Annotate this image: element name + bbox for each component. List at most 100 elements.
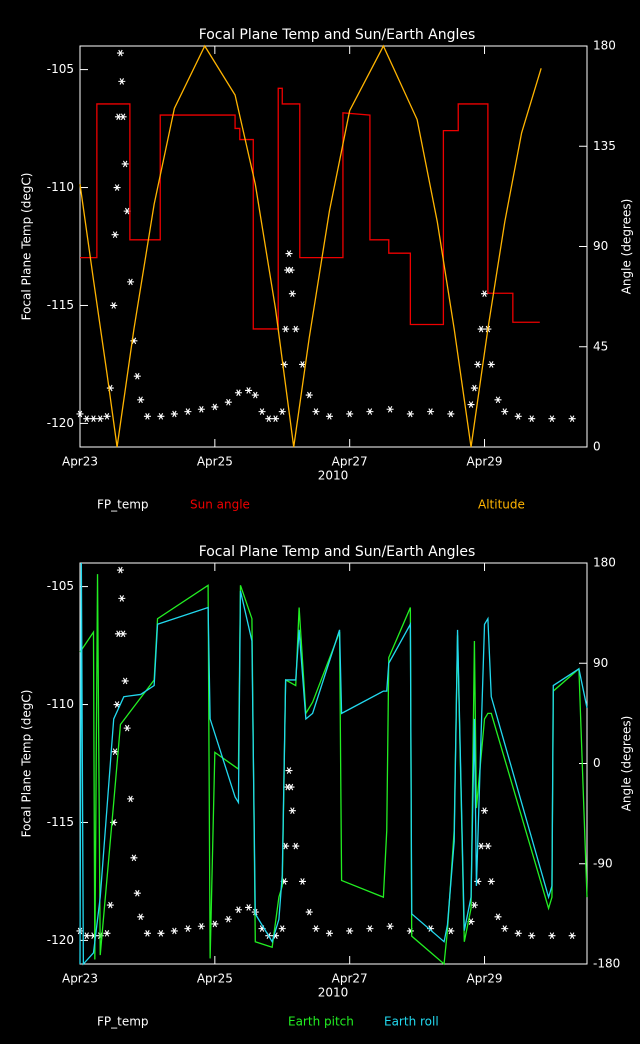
- y-tick-label: -110: [47, 180, 74, 194]
- fp-temp-point: [287, 783, 295, 791]
- fp-temp-point: [170, 927, 178, 935]
- fp-temp-point: [481, 807, 489, 814]
- fp-temp-point: [133, 372, 141, 380]
- fp-temp-point: [528, 415, 536, 423]
- fp-temp-point: [346, 410, 354, 418]
- y2-tick-label: 90: [593, 656, 608, 670]
- fp-temp-point: [288, 290, 296, 297]
- y2-tick-label: 0: [593, 440, 601, 454]
- fp-temp-point: [234, 906, 242, 914]
- fp-temp-point: [89, 415, 97, 423]
- fp-temp-point: [197, 922, 205, 930]
- fp-temp-point: [427, 408, 435, 415]
- fp-temp-point: [133, 889, 141, 897]
- fp-temp-point: [224, 398, 232, 406]
- x-tick-label: Apr25: [197, 455, 233, 469]
- fp-temp-point: [494, 913, 502, 921]
- fp-temp-point: [245, 904, 253, 911]
- fp-temp-point: [137, 396, 145, 404]
- fp-temp-point: [184, 408, 192, 415]
- series-line: [80, 87, 540, 330]
- legend-entry: Earth roll: [384, 1015, 439, 1029]
- fp-temp-point: [548, 932, 556, 940]
- fp-temp-point: [287, 266, 295, 274]
- fp-temp-point: [366, 408, 374, 415]
- fp-temp-point: [470, 901, 478, 909]
- x-tick-label: Apr29: [467, 455, 503, 469]
- fp-temp-point: [245, 387, 253, 394]
- fp-temp-point: [528, 932, 536, 940]
- y2-axis-label: Angle (degrees): [620, 716, 634, 812]
- legend-entry: Sun angle: [190, 498, 250, 512]
- fp-temp-point: [76, 410, 84, 418]
- fp-temp-point: [111, 748, 119, 756]
- fp-temp-point: [116, 49, 124, 57]
- fp-temp-point: [346, 927, 354, 935]
- y2-axis-label: Angle (degrees): [620, 199, 634, 295]
- x-tick-label: Apr23: [62, 972, 98, 986]
- fp-temp-point: [474, 361, 482, 368]
- fp-temp-point: [251, 391, 259, 399]
- fp-temp-point: [487, 878, 495, 885]
- fp-temp-point: [325, 930, 333, 937]
- fp-temp-point: [312, 408, 320, 415]
- fp-temp-point: [288, 807, 296, 814]
- series-line: [79, 562, 588, 966]
- fp-temp-point: [285, 767, 293, 774]
- fp-temp-point: [121, 160, 129, 168]
- fp-temp-point: [272, 415, 280, 423]
- y2-tick-label: 45: [593, 339, 608, 353]
- fp-temp-point: [568, 932, 576, 940]
- fp-temp-point: [477, 325, 485, 333]
- fp-temp-point: [467, 401, 475, 408]
- x-axis-label: 2010: [318, 986, 349, 1000]
- fp-temp-point: [292, 842, 300, 850]
- x-axis-label: 2010: [318, 469, 349, 483]
- fp-temp-point: [265, 415, 273, 423]
- fp-temp-point: [113, 184, 121, 191]
- y-tick-label: -110: [47, 697, 74, 711]
- fp-temp-point: [325, 413, 333, 420]
- fp-temp-point: [501, 408, 509, 415]
- fp-temp-point: [157, 413, 165, 420]
- fp-temp-point: [127, 795, 135, 803]
- fp-temp-point: [477, 842, 485, 850]
- y2-tick-label: 180: [593, 556, 616, 570]
- fp-temp-point: [494, 396, 502, 404]
- y-tick-label: -115: [47, 815, 74, 829]
- fp-temp-point: [386, 922, 394, 930]
- fp-temp-point: [292, 325, 300, 333]
- series-line: [79, 574, 588, 966]
- fp-temp-point: [447, 927, 455, 935]
- fp-temp-point: [278, 408, 286, 415]
- y-tick-label: -120: [47, 416, 74, 430]
- y-tick-label: -120: [47, 933, 74, 947]
- legend-entry: FP_temp: [97, 498, 149, 512]
- fp-temp-point: [211, 920, 219, 928]
- fp-temp-point: [121, 677, 129, 685]
- fp-temp-point: [278, 925, 286, 932]
- x-tick-label: Apr23: [62, 455, 98, 469]
- fp-temp-point: [366, 925, 374, 932]
- fp-temp-point: [285, 250, 293, 257]
- fp-temp-point: [127, 278, 135, 286]
- y2-tick-label: 90: [593, 239, 608, 253]
- fp-temp-point: [116, 566, 124, 574]
- fp-temp-point: [111, 231, 119, 239]
- fp-temp-point: [83, 415, 91, 423]
- legend-entry: Altitude: [478, 498, 525, 512]
- y-axis-label: Focal Plane Temp (degC): [20, 690, 34, 838]
- fp-temp-point: [298, 878, 306, 885]
- fp-temp-point: [211, 403, 219, 411]
- fp-temp-point: [224, 915, 232, 923]
- x-tick-label: Apr25: [197, 972, 233, 986]
- fp-temp-point: [514, 930, 522, 937]
- y2-tick-label: -180: [593, 957, 620, 971]
- fp-temp-point: [119, 113, 127, 121]
- fp-temp-point: [234, 389, 242, 397]
- chart-title: Focal Plane Temp and Sun/Earth Angles: [199, 544, 476, 560]
- fp-temp-point: [406, 410, 414, 418]
- fp-temp-point: [548, 415, 556, 423]
